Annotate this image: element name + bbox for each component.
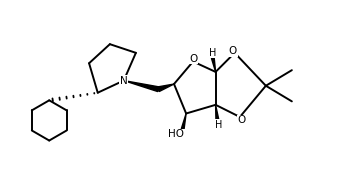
Polygon shape	[181, 114, 186, 129]
Text: H: H	[215, 120, 223, 130]
Text: H: H	[209, 48, 216, 58]
Text: HO: HO	[168, 129, 184, 139]
Polygon shape	[216, 105, 219, 120]
Polygon shape	[212, 58, 216, 72]
Text: O: O	[189, 54, 197, 64]
Text: O: O	[229, 46, 237, 56]
Text: O: O	[237, 116, 246, 125]
Polygon shape	[158, 84, 174, 92]
Text: N: N	[120, 76, 128, 86]
Polygon shape	[124, 80, 159, 92]
